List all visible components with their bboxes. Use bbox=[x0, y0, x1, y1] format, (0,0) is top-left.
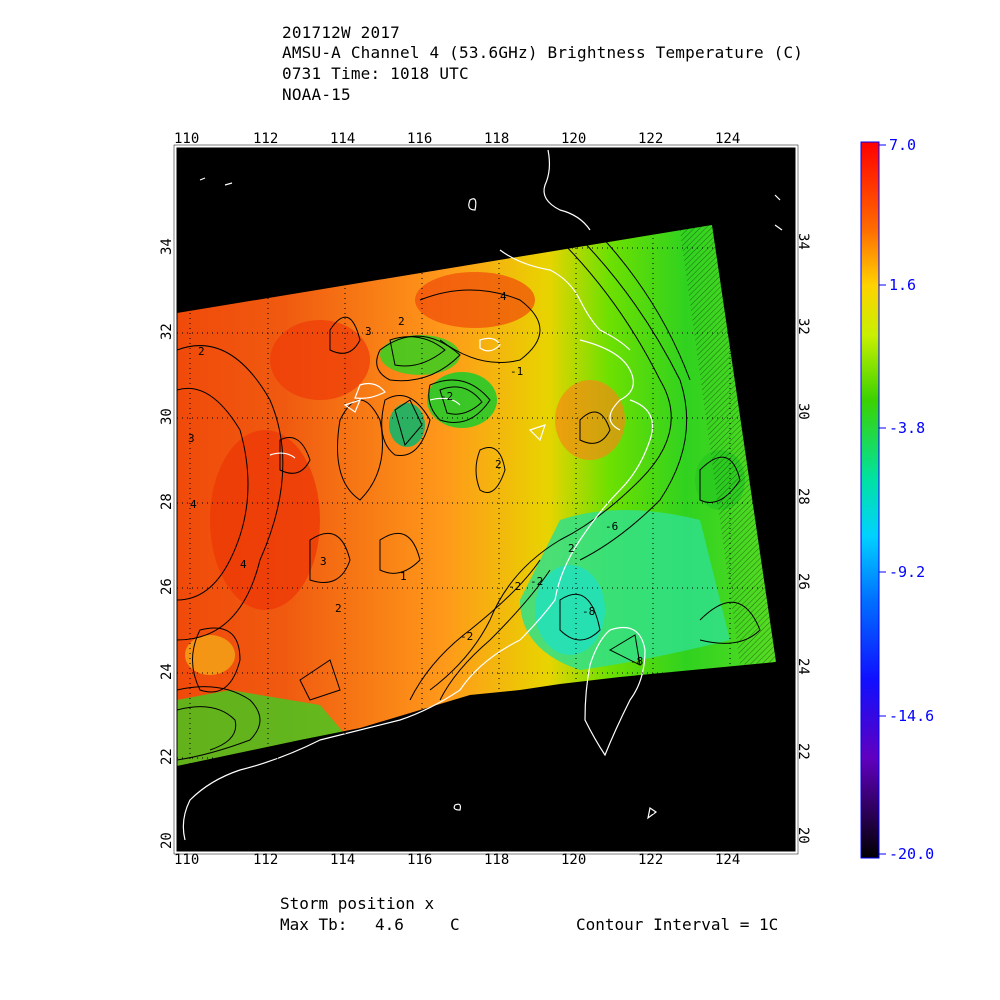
lat-tick-label: 26 bbox=[795, 573, 811, 590]
colorbar-label: -9.2 bbox=[889, 563, 925, 581]
lon-tick-label: 120 bbox=[561, 852, 586, 868]
max-tb-value: 4.6 bbox=[375, 915, 404, 934]
contour-label: -8 bbox=[630, 655, 643, 668]
contour-interval: Contour Interval = 1C bbox=[576, 915, 779, 934]
colorbar-label: -3.8 bbox=[889, 419, 925, 437]
lat-axis-left: 20 22 24 26 28 30 32 34 bbox=[159, 238, 175, 849]
lon-tick-label: 114 bbox=[330, 131, 355, 147]
contour-label: -6 bbox=[605, 520, 618, 533]
contour-label: 2 bbox=[198, 345, 205, 358]
swath-edge-hatching bbox=[680, 225, 776, 665]
coastlines bbox=[182, 149, 783, 841]
lat-tick-label: 28 bbox=[795, 488, 811, 505]
lon-tick-label: 116 bbox=[407, 852, 432, 868]
lon-axis-bottom: 110 112 114 116 118 120 122 124 bbox=[174, 852, 740, 868]
contour-label: 2 bbox=[495, 458, 502, 471]
lat-tick-label: 24 bbox=[159, 663, 175, 680]
lat-tick-label: 22 bbox=[795, 743, 811, 760]
lat-tick-label: 26 bbox=[159, 578, 175, 595]
lon-tick-label: 122 bbox=[638, 852, 663, 868]
lat-tick-label: 20 bbox=[795, 827, 811, 844]
lat-tick-label: 32 bbox=[159, 323, 175, 340]
lon-tick-label: 118 bbox=[484, 131, 509, 147]
warm-region bbox=[555, 380, 625, 460]
lat-tick-label: 30 bbox=[795, 403, 811, 420]
warm-region bbox=[415, 272, 535, 328]
colorbar-label: 1.6 bbox=[889, 276, 916, 294]
lon-tick-label: 110 bbox=[174, 131, 199, 147]
lon-tick-label: 116 bbox=[407, 131, 432, 147]
lat-tick-label: 34 bbox=[795, 233, 811, 250]
colorbar: 7.0 1.6 -3.8 -9.2 -14.6 -20.0 bbox=[860, 136, 934, 863]
lat-tick-label: 34 bbox=[159, 238, 175, 255]
contour-label: 4 bbox=[190, 498, 197, 511]
contour-label: -2 bbox=[508, 580, 521, 593]
contour-value-labels: 2 3 4 3 2 -2 2 -1 4 -2 -2 2 -2 -6 -8 -8 … bbox=[188, 290, 643, 668]
lat-tick-label: 28 bbox=[159, 493, 175, 510]
storm-position-label: Storm position x bbox=[280, 894, 435, 913]
lat-axis-right: 20 22 24 26 28 30 32 34 bbox=[795, 233, 811, 844]
max-tb-unit: C bbox=[450, 915, 460, 934]
contour-label: -2 bbox=[530, 575, 543, 588]
contour-label: 1 bbox=[400, 570, 407, 583]
lon-tick-label: 110 bbox=[174, 852, 199, 868]
lat-tick-label: 30 bbox=[159, 408, 175, 425]
cold-region bbox=[177, 690, 350, 766]
map-outer-frame bbox=[173, 144, 799, 855]
cold-region bbox=[389, 403, 425, 447]
title-product: AMSU-A Channel 4 (53.6GHz) Brightness Te… bbox=[282, 43, 804, 62]
no-data-mask bbox=[177, 662, 795, 851]
contour-label: -2 bbox=[460, 630, 473, 643]
colorbar-gradient bbox=[860, 141, 880, 859]
title-satellite: NOAA-15 bbox=[282, 85, 351, 104]
lon-tick-label: 124 bbox=[715, 852, 740, 868]
contour-label: 2 bbox=[398, 315, 405, 328]
lat-tick-label: 20 bbox=[159, 832, 175, 849]
contour-label: 2 bbox=[335, 602, 342, 615]
max-tb-label: Max Tb: bbox=[280, 915, 348, 934]
cold-region bbox=[427, 372, 497, 428]
lat-tick-label: 22 bbox=[159, 748, 175, 765]
contour-label: -1 bbox=[510, 365, 523, 378]
colorbar-label: -14.6 bbox=[889, 707, 934, 725]
lon-tick-label: 112 bbox=[253, 131, 278, 147]
map-frame bbox=[176, 147, 796, 852]
lon-tick-label: 118 bbox=[484, 852, 509, 868]
contour-label: 3 bbox=[365, 325, 372, 338]
warm-region bbox=[270, 320, 370, 400]
lat-tick-label: 32 bbox=[795, 318, 811, 335]
contour-label: 4 bbox=[240, 558, 247, 571]
contour-label: 3 bbox=[320, 555, 327, 568]
contour-label: 3 bbox=[188, 432, 195, 445]
contour-label: 2 bbox=[568, 542, 575, 555]
lon-tick-label: 114 bbox=[330, 852, 355, 868]
lat-tick-label: 24 bbox=[795, 658, 811, 675]
colorbar-label: 7.0 bbox=[889, 136, 916, 154]
contour-label: 4 bbox=[500, 290, 507, 303]
lon-tick-label: 120 bbox=[561, 131, 586, 147]
lon-axis-top: 110 112 114 116 118 120 122 124 bbox=[174, 131, 740, 147]
warm-region bbox=[210, 430, 320, 610]
lon-tick-label: 112 bbox=[253, 852, 278, 868]
contour-lines bbox=[177, 234, 761, 761]
lon-tick-label: 124 bbox=[715, 131, 740, 147]
contour-label: -8 bbox=[582, 605, 595, 618]
colorbar-label: -20.0 bbox=[889, 845, 934, 863]
warm-region bbox=[185, 635, 235, 675]
title-time: 0731 Time: 1018 UTC bbox=[282, 64, 469, 83]
cold-region bbox=[380, 335, 460, 375]
lon-tick-label: 122 bbox=[638, 131, 663, 147]
contour-label: -2 bbox=[440, 390, 453, 403]
lat-lon-grid bbox=[177, 148, 795, 851]
title-storm-id: 201712W 2017 bbox=[282, 23, 400, 42]
